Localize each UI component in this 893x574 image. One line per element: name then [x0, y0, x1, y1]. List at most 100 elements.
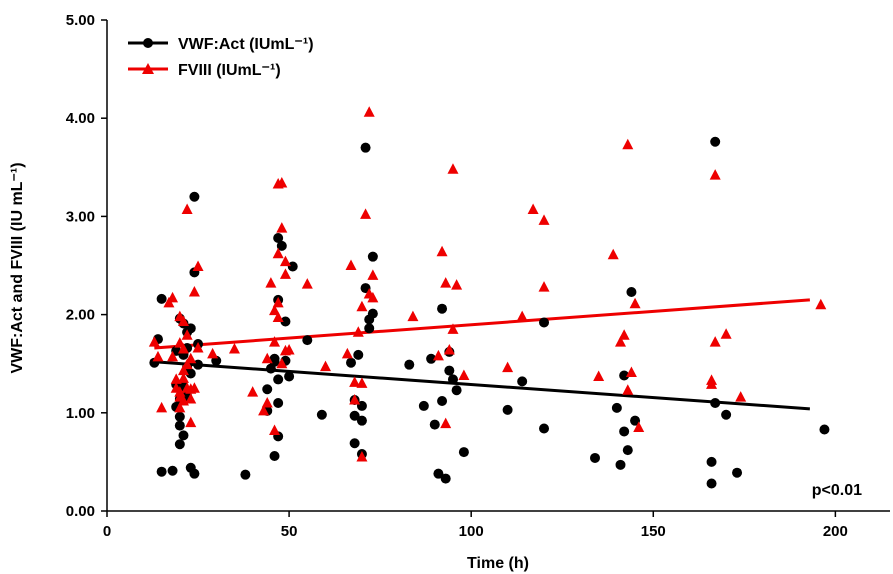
data-point-vwf — [174, 439, 185, 450]
trend-line-vwf — [154, 360, 810, 411]
x-tick-label: 100 — [459, 523, 484, 540]
data-point-fviii — [181, 203, 193, 215]
data-point-vwf — [429, 419, 440, 430]
data-point-vwf — [426, 353, 437, 364]
data-point-fviii — [185, 393, 197, 404]
data-point-vwf — [185, 368, 196, 379]
data-point-fviii — [192, 260, 204, 271]
data-point-fviii — [538, 281, 550, 292]
data-point-fviii — [447, 323, 459, 334]
data-point-fviii — [706, 378, 718, 389]
data-point-vwf — [346, 357, 357, 368]
data-point-vwf — [189, 468, 200, 479]
legend: VWF:Act (IUmL⁻¹) FVIII (IUmL⁻¹) — [128, 36, 314, 79]
data-point-fviii — [283, 343, 295, 355]
data-point-vwf — [349, 438, 360, 449]
data-point-fviii — [349, 394, 361, 405]
data-point-vwf — [353, 349, 364, 360]
data-point-vwf — [287, 261, 298, 272]
data-point-vwf — [356, 415, 367, 426]
data-point-fviii — [192, 341, 204, 353]
data-point-vwf — [437, 303, 448, 314]
data-point-vwf — [240, 469, 251, 480]
data-point-vwf — [611, 402, 622, 413]
data-point-fviii — [174, 401, 186, 413]
data-point-fviii — [320, 360, 332, 372]
data-point-fviii — [261, 352, 273, 364]
data-point-fviii — [367, 291, 379, 303]
data-point-fviii — [443, 343, 455, 355]
data-point-vwf — [367, 251, 378, 262]
data-point-vwf — [418, 400, 429, 411]
data-point-vwf — [539, 317, 550, 328]
data-point-vwf — [364, 323, 375, 334]
data-point-fviii — [167, 291, 179, 303]
data-point-fviii — [502, 361, 514, 373]
data-point-fviii — [265, 277, 277, 288]
data-point-vwf — [156, 293, 167, 304]
data-point-fviii — [432, 349, 444, 361]
data-point-fviii — [188, 286, 200, 297]
data-point-fviii — [815, 298, 827, 310]
data-point-fviii — [607, 248, 619, 260]
data-point-fviii — [188, 382, 200, 393]
data-point-fviii — [527, 203, 539, 215]
data-point-fviii — [440, 277, 452, 288]
data-point-fviii — [148, 336, 160, 347]
data-point-fviii — [341, 347, 353, 359]
data-point-fviii — [177, 364, 189, 376]
data-point-fviii — [625, 366, 637, 378]
data-point-vwf — [174, 420, 185, 431]
data-point-fviii — [451, 279, 463, 290]
data-point-fviii — [181, 329, 193, 340]
data-point-vwf — [433, 468, 444, 479]
data-point-vwf — [447, 374, 458, 385]
data-point-vwf — [619, 370, 630, 381]
data-point-vwf — [302, 335, 313, 346]
data-point-fviii — [360, 208, 372, 219]
data-point-vwf — [819, 424, 830, 435]
data-point-vwf — [451, 385, 462, 396]
data-point-fviii — [207, 347, 219, 359]
data-point-fviii — [345, 259, 357, 270]
data-point-vwf — [539, 423, 550, 434]
data-point-fviii — [261, 396, 273, 408]
data-point-fviii — [269, 424, 281, 435]
data-point-fviii — [301, 278, 313, 289]
data-point-fviii — [177, 315, 189, 326]
data-point-vwf — [706, 478, 717, 489]
y-axis-label: VWF:Act and FVIII (IU mL⁻¹) — [9, 162, 26, 373]
data-point-fviii — [185, 352, 197, 364]
y-tick-label: 3.00 — [66, 208, 95, 225]
y-tick-label: 2.00 — [66, 307, 95, 324]
data-point-fviii — [181, 358, 193, 370]
data-point-vwf — [360, 142, 371, 153]
x-tick-label: 200 — [823, 523, 848, 540]
data-point-vwf — [367, 308, 378, 319]
data-point-vwf — [178, 430, 189, 441]
x-tick-label: 50 — [281, 523, 298, 540]
data-point-fviii — [258, 404, 270, 416]
data-point-vwf — [284, 371, 295, 382]
data-point-fviii — [352, 326, 364, 337]
data-point-fviii — [709, 336, 721, 347]
data-point-fviii — [633, 421, 645, 433]
data-point-fviii — [272, 311, 284, 323]
x-tick-label: 150 — [641, 523, 666, 540]
data-point-vwf — [437, 396, 448, 407]
data-point-fviii — [279, 268, 291, 279]
data-point-fviii — [440, 417, 452, 429]
data-markers — [148, 106, 830, 489]
data-point-vwf — [273, 397, 284, 408]
data-point-fviii — [185, 416, 197, 428]
data-point-fviii — [538, 214, 550, 225]
data-point-vwf — [458, 447, 469, 458]
p-value-annotation: p<0.01 — [812, 482, 862, 499]
data-point-fviii — [363, 106, 375, 117]
data-point-fviii — [593, 370, 605, 381]
data-point-vwf — [502, 404, 513, 415]
data-point-vwf — [710, 136, 721, 147]
data-point-fviii — [615, 336, 627, 347]
legend-label-vwf: VWF:Act (IUmL⁻¹) — [178, 36, 314, 53]
